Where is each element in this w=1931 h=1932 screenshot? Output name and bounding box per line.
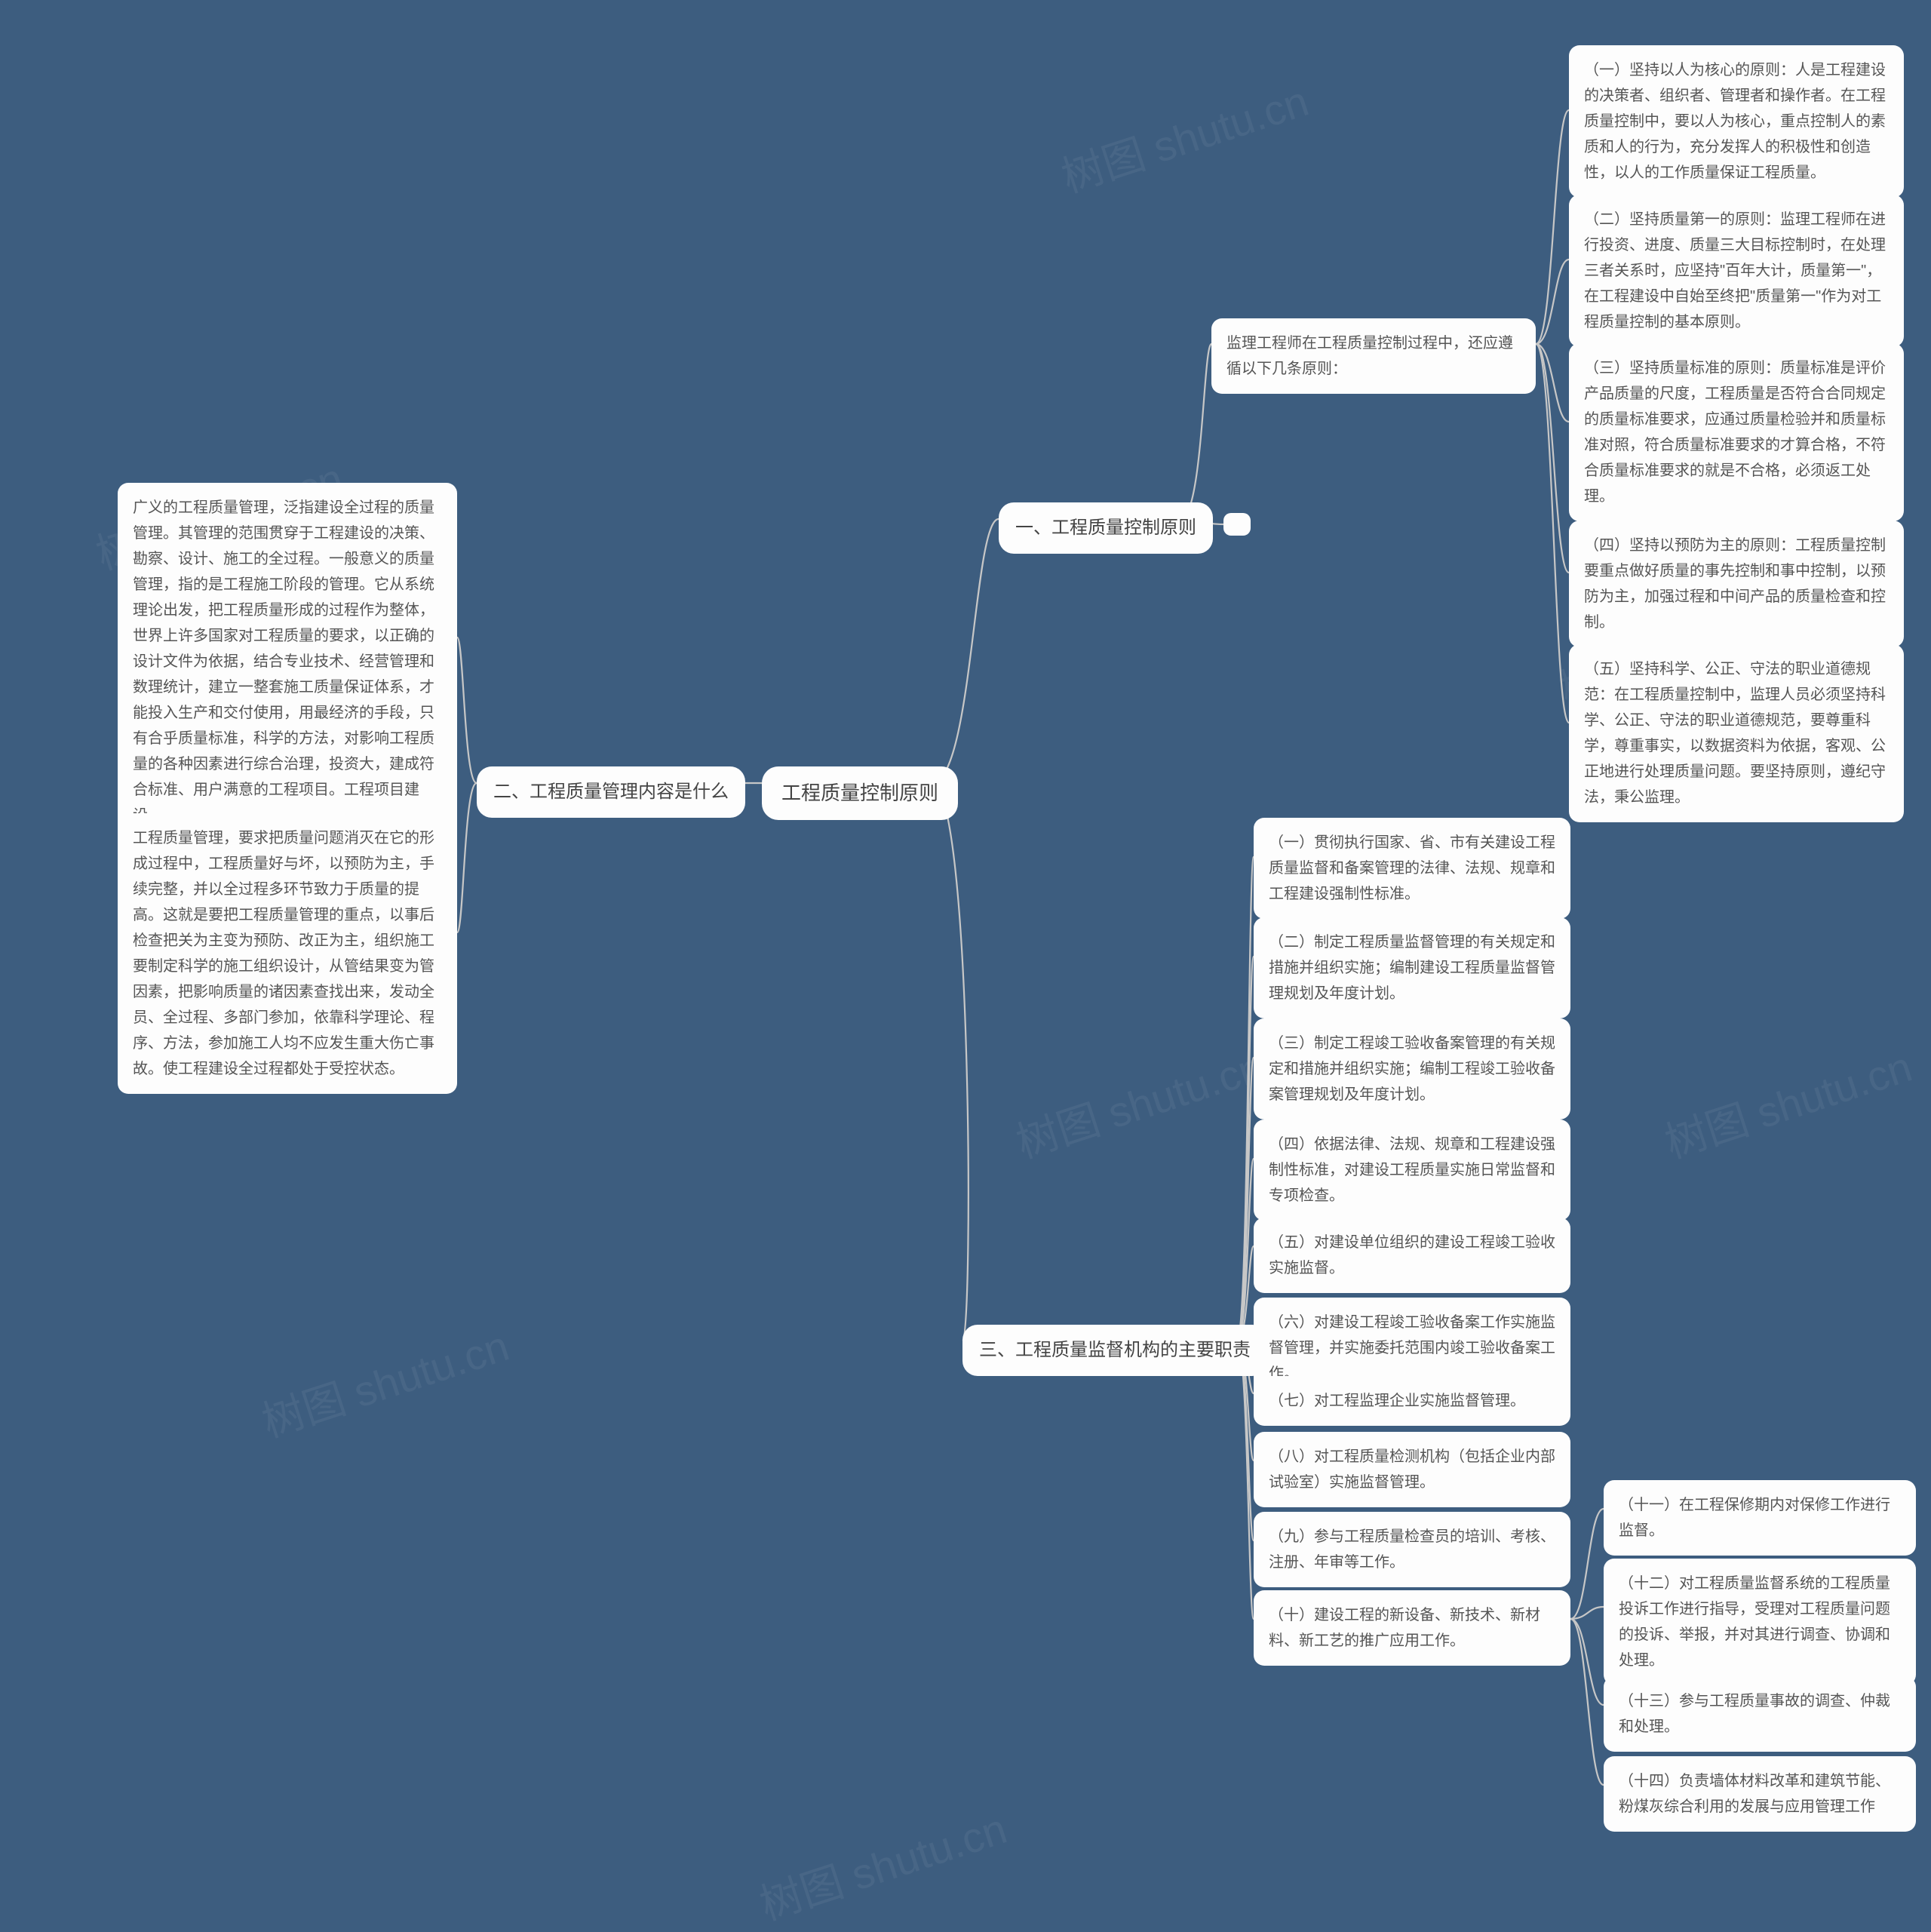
b3-item-10-text: （十）建设工程的新设备、新技术、新材料、新工艺的推广应用工作。 (1269, 1602, 1555, 1654)
b1-item-2-text: （二）坚持质量第一的原则：监理工程师在进行投资、进度、质量三大目标控制时，在处理… (1584, 207, 1889, 335)
b3-item-5-text: （五）对建设单位组织的建设工程竣工验收实施监督。 (1269, 1230, 1555, 1281)
b3-item-8[interactable]: （八）对工程质量检测机构（包括企业内部试验室）实施监督管理。 (1254, 1432, 1570, 1507)
branch-1[interactable]: 一、工程质量控制原则 (999, 502, 1213, 554)
b3-sub-item-3-text: （十三）参与工程质量事故的调查、仲裁和处理。 (1619, 1688, 1901, 1740)
b3-item-2-text: （二）制定工程质量监督管理的有关规定和措施并组织实施；编制建设工程质量监督管理规… (1269, 929, 1555, 1006)
b3-item-4-text: （四）依据法律、法规、规章和工程建设强制性标准，对建设工程质量实施日常监督和专项… (1269, 1132, 1555, 1209)
b3-sub-item-4-text: （十四）负责墙体材料改革和建筑节能、粉煤灰综合利用的发展与应用管理工作 (1619, 1768, 1901, 1820)
root-label: 工程质量控制原则 (781, 777, 938, 809)
b1-item-1-text: （一）坚持以人为核心的原则：人是工程建设的决策者、组织者、管理者和操作者。在工程… (1584, 57, 1889, 186)
b3-item-8-text: （八）对工程质量检测机构（包括企业内部试验室）实施监督管理。 (1269, 1444, 1555, 1495)
branch-1-empty-node[interactable] (1223, 513, 1251, 536)
b3-item-9[interactable]: （九）参与工程质量检查员的培训、考核、注册、年审等工作。 (1254, 1512, 1570, 1587)
watermark: 树图 shutu.cn (1008, 1034, 1270, 1171)
branch-1-label: 一、工程质量控制原则 (1015, 513, 1196, 543)
b3-item-2[interactable]: （二）制定工程质量监督管理的有关规定和措施并组织实施；编制建设工程质量监督管理规… (1254, 917, 1570, 1018)
b2-item-1[interactable]: 广义的工程质量管理，泛指建设全过程的质量管理。其管理的范围贯穿于工程建设的决策、… (118, 483, 457, 840)
branch-1-sub-text: 监理工程师在工程质量控制过程中，还应遵循以下几条原则： (1226, 330, 1521, 382)
b2-item-2[interactable]: 工程质量管理，要求把质量问题消灭在它的形成过程中，工程质量好与坏，以预防为主，手… (118, 813, 457, 1094)
watermark: 树图 shutu.cn (253, 1313, 516, 1450)
b3-item-3[interactable]: （三）制定工程竣工验收备案管理的有关规定和措施并组织实施；编制工程竣工验收备案管… (1254, 1018, 1570, 1120)
b3-item-7[interactable]: （七）对工程监理企业实施监督管理。 (1254, 1376, 1570, 1426)
b1-item-4[interactable]: （四）坚持以预防为主的原则：工程质量控制要重点做好质量的事先控制和事中控制，以预… (1569, 521, 1904, 647)
b3-item-5[interactable]: （五）对建设单位组织的建设工程竣工验收实施监督。 (1254, 1218, 1570, 1293)
b2-item-2-text: 工程质量管理，要求把质量问题消灭在它的形成过程中，工程质量好与坏，以预防为主，手… (133, 825, 442, 1082)
b3-item-10[interactable]: （十）建设工程的新设备、新技术、新材料、新工艺的推广应用工作。 (1254, 1590, 1570, 1666)
b3-item-4[interactable]: （四）依据法律、法规、规章和工程建设强制性标准，对建设工程质量实施日常监督和专项… (1254, 1120, 1570, 1221)
b3-sub-item-1-text: （十一）在工程保修期内对保修工作进行监督。 (1619, 1492, 1901, 1543)
b1-item-5[interactable]: （五）坚持科学、公正、守法的职业道德规范：在工程质量控制中，监理人员必须坚持科学… (1569, 644, 1904, 822)
b3-sub-item-2[interactable]: （十二）对工程质量监督系统的工程质量投诉工作进行指导，受理对工程质量问题的投诉、… (1604, 1559, 1916, 1685)
watermark: 树图 shutu.cn (1656, 1034, 1919, 1171)
b3-sub-item-1[interactable]: （十一）在工程保修期内对保修工作进行监督。 (1604, 1480, 1916, 1556)
b1-item-1[interactable]: （一）坚持以人为核心的原则：人是工程建设的决策者、组织者、管理者和操作者。在工程… (1569, 45, 1904, 198)
watermark: 树图 shutu.cn (1053, 68, 1315, 205)
b3-sub-item-3[interactable]: （十三）参与工程质量事故的调查、仲裁和处理。 (1604, 1676, 1916, 1752)
b1-item-4-text: （四）坚持以预防为主的原则：工程质量控制要重点做好质量的事先控制和事中控制，以预… (1584, 533, 1889, 635)
b3-item-1-text: （一）贯彻执行国家、省、市有关建设工程质量监督和备案管理的法律、法规、规章和工程… (1269, 830, 1555, 907)
branch-2-label: 二、工程质量管理内容是什么 (493, 777, 729, 807)
b3-item-3-text: （三）制定工程竣工验收备案管理的有关规定和措施并组织实施；编制工程竣工验收备案管… (1269, 1031, 1555, 1107)
b1-item-3[interactable]: （三）坚持质量标准的原则：质量标准是评价产品质量的尺度，工程质量是否符合合同规定… (1569, 343, 1904, 521)
b1-item-3-text: （三）坚持质量标准的原则：质量标准是评价产品质量的尺度，工程质量是否符合合同规定… (1584, 355, 1889, 509)
b3-sub-item-4[interactable]: （十四）负责墙体材料改革和建筑节能、粉煤灰综合利用的发展与应用管理工作 (1604, 1756, 1916, 1832)
branch-1-sub[interactable]: 监理工程师在工程质量控制过程中，还应遵循以下几条原则： (1211, 318, 1536, 394)
b3-item-7-text: （七）对工程监理企业实施监督管理。 (1269, 1388, 1525, 1414)
b3-item-1[interactable]: （一）贯彻执行国家、省、市有关建设工程质量监督和备案管理的法律、法规、规章和工程… (1254, 818, 1570, 919)
b1-item-2[interactable]: （二）坚持质量第一的原则：监理工程师在进行投资、进度、质量三大目标控制时，在处理… (1569, 195, 1904, 347)
watermark: 树图 shutu.cn (751, 1795, 1014, 1932)
branch-2[interactable]: 二、工程质量管理内容是什么 (477, 766, 745, 818)
b3-item-6-text: （六）对建设工程竣工验收备案工作实施监督管理，并实施委托范围内竣工验收备案工作。 (1269, 1310, 1555, 1387)
branch-3[interactable]: 三、工程质量监督机构的主要职责 (962, 1325, 1267, 1376)
b2-item-1-text: 广义的工程质量管理，泛指建设全过程的质量管理。其管理的范围贯穿于工程建设的决策、… (133, 495, 442, 828)
branch-3-label: 三、工程质量监督机构的主要职责 (979, 1335, 1251, 1365)
b1-item-5-text: （五）坚持科学、公正、守法的职业道德规范：在工程质量控制中，监理人员必须坚持科学… (1584, 656, 1889, 810)
root-node[interactable]: 工程质量控制原则 (762, 766, 958, 820)
b3-item-9-text: （九）参与工程质量检查员的培训、考核、注册、年审等工作。 (1269, 1524, 1555, 1575)
b3-sub-item-2-text: （十二）对工程质量监督系统的工程质量投诉工作进行指导，受理对工程质量问题的投诉、… (1619, 1571, 1901, 1673)
